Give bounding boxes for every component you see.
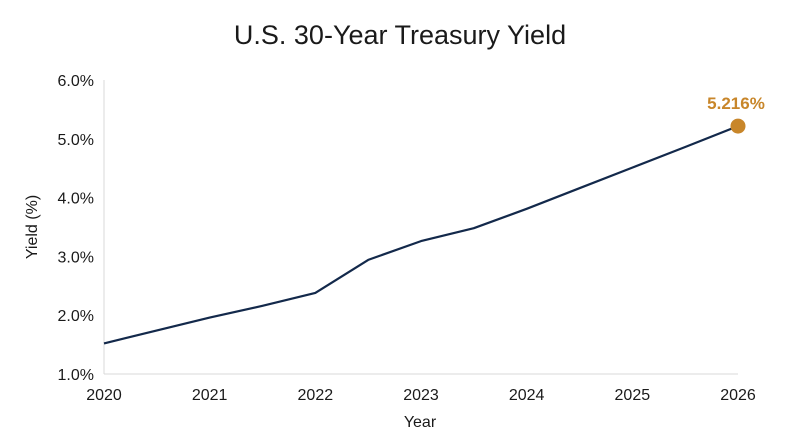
x-tick-label: 2024 xyxy=(509,387,545,404)
x-tick-label: 2020 xyxy=(86,387,122,404)
chart-title: U.S. 30-Year Treasury Yield xyxy=(234,20,566,50)
x-tick-label: 2023 xyxy=(403,387,439,404)
y-tick-labels: 1.0% 2.0% 3.0% 4.0% 5.0% 6.0% xyxy=(58,73,94,384)
x-tick-label: 2022 xyxy=(298,387,334,404)
x-tick-label: 2025 xyxy=(615,387,651,404)
y-tick-label: 5.0% xyxy=(58,132,94,149)
y-tick-label: 6.0% xyxy=(58,73,94,90)
latest-yield-point xyxy=(730,118,746,134)
latest-yield-label: 5.216% xyxy=(707,94,765,113)
x-tick-label: 2021 xyxy=(192,387,228,404)
y-tick-label: 4.0% xyxy=(58,191,94,208)
x-axis-label: Year xyxy=(404,414,437,431)
x-tick-labels: 2020 2021 2022 2023 2024 2025 2026 xyxy=(86,387,756,404)
x-tick-label: 2026 xyxy=(720,387,756,404)
y-tick-label: 2.0% xyxy=(58,308,94,325)
yield-series-line xyxy=(103,125,739,345)
y-tick-label: 3.0% xyxy=(58,249,94,266)
y-axis-label: Yield (%) xyxy=(24,195,41,259)
y-tick-label: 1.0% xyxy=(58,367,94,384)
